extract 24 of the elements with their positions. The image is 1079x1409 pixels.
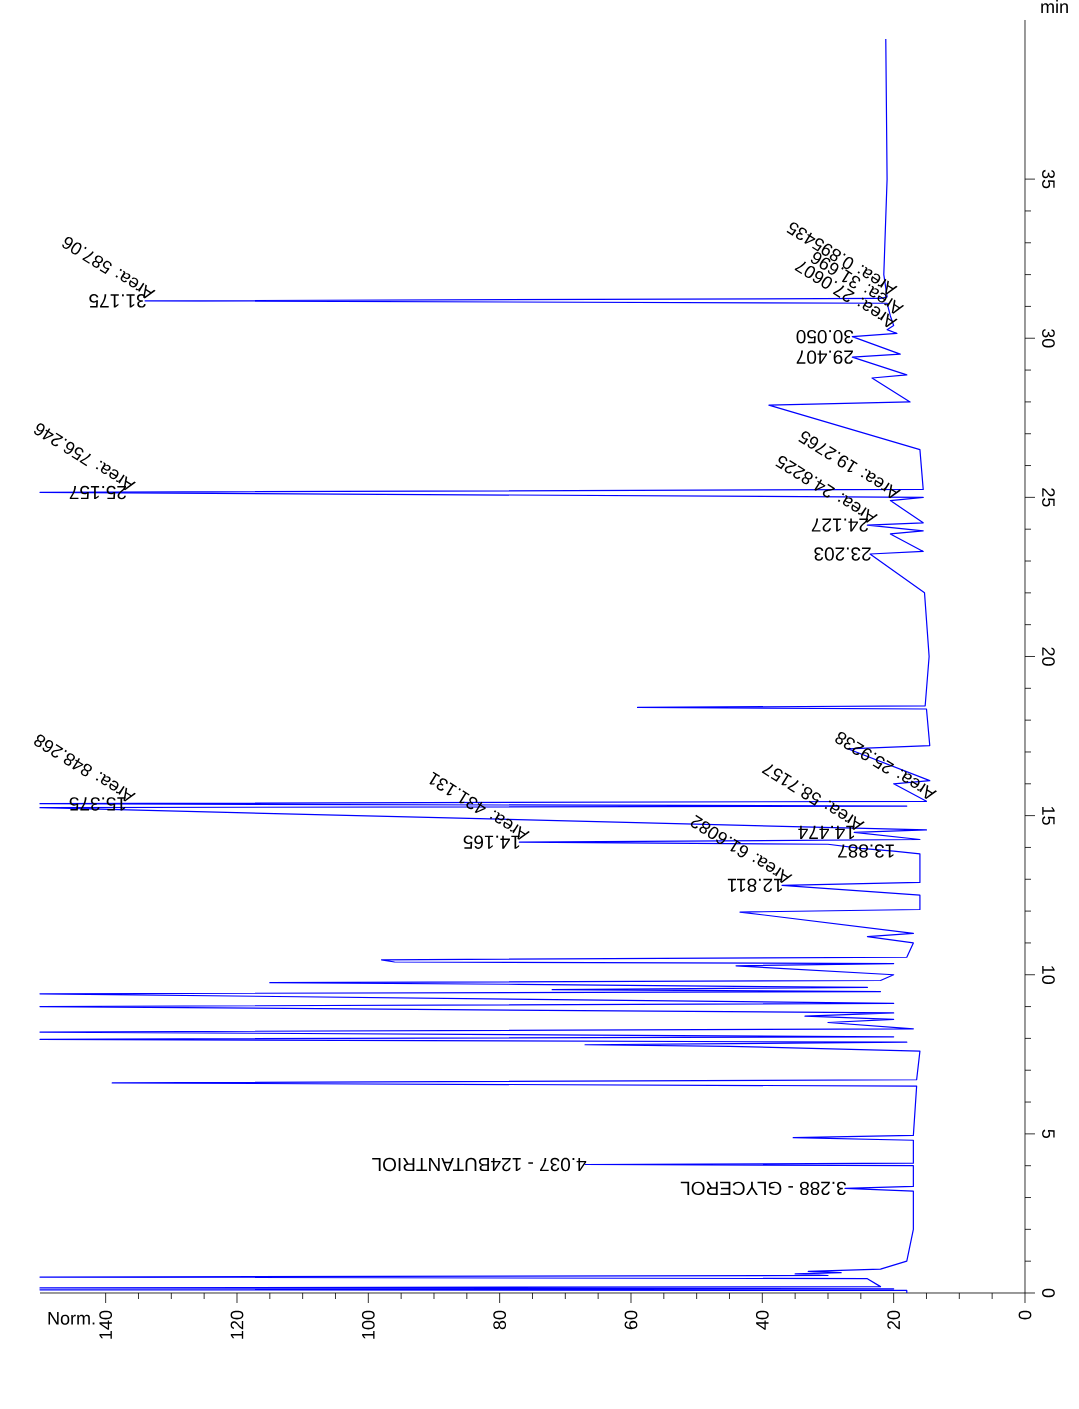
annotation: 30.050 bbox=[796, 329, 854, 344]
y-tick-label: 5 bbox=[1042, 1129, 1055, 1139]
x-tick-label: 40 bbox=[755, 1310, 769, 1330]
y-tick-label: 15 bbox=[1042, 806, 1055, 825]
x-tick-label: 0 bbox=[1018, 1310, 1032, 1320]
y-tick-label: 35 bbox=[1042, 169, 1055, 189]
annotation: 4.037 - 124BUTANTRIOL bbox=[372, 1157, 587, 1172]
annotation: 13.887 bbox=[838, 844, 894, 858]
x-tick-label: 60 bbox=[624, 1310, 638, 1330]
x-tick-label: 120 bbox=[230, 1310, 244, 1339]
x-tick-label: 20 bbox=[887, 1310, 901, 1330]
x-tick-label: 140 bbox=[99, 1310, 113, 1339]
y-axis-title: min bbox=[1041, 0, 1068, 13]
annotation: 3.288 - GLYCEROL bbox=[680, 1181, 846, 1196]
y-tick-label: 20 bbox=[1042, 647, 1055, 666]
x-tick-label: 100 bbox=[361, 1310, 375, 1339]
x-axis-title: Norm. bbox=[48, 1312, 95, 1325]
y-tick-label: 25 bbox=[1042, 488, 1055, 507]
y-tick-label: 10 bbox=[1042, 966, 1055, 985]
y-tick-label: 0 bbox=[1042, 1288, 1055, 1298]
y-tick-label: 30 bbox=[1042, 328, 1055, 348]
x-tick-label: 80 bbox=[493, 1310, 507, 1330]
annotation: 23.203 bbox=[814, 547, 871, 561]
annotation: 29.407 bbox=[796, 350, 853, 364]
